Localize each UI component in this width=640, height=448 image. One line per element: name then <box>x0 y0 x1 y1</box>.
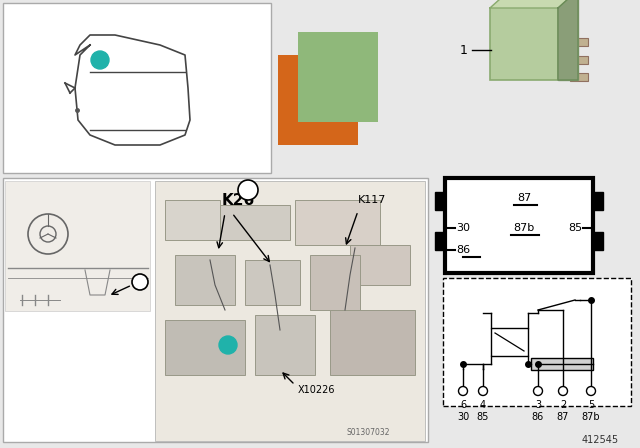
Bar <box>531 358 593 370</box>
Bar <box>593 192 603 210</box>
Text: 6: 6 <box>460 400 466 410</box>
Text: 2: 2 <box>137 277 143 287</box>
Polygon shape <box>558 0 578 80</box>
Bar <box>570 56 588 64</box>
Circle shape <box>586 387 595 396</box>
Circle shape <box>534 387 543 396</box>
Bar <box>490 8 558 80</box>
Text: 85: 85 <box>477 412 489 422</box>
Bar <box>245 260 300 305</box>
Bar <box>3 3 271 173</box>
Bar <box>175 255 235 305</box>
Text: K26: K26 <box>222 193 255 207</box>
Text: 4: 4 <box>480 400 486 410</box>
Circle shape <box>91 51 109 69</box>
Bar <box>570 38 588 46</box>
Circle shape <box>559 387 568 396</box>
Text: 87b: 87b <box>582 412 600 422</box>
Circle shape <box>479 387 488 396</box>
Text: 5: 5 <box>588 400 594 410</box>
Bar <box>3 178 428 442</box>
Text: 412545: 412545 <box>581 435 619 445</box>
Bar <box>310 255 360 310</box>
Text: 1: 1 <box>460 43 468 56</box>
Text: 2: 2 <box>560 400 566 410</box>
Text: 30: 30 <box>456 223 470 233</box>
Text: 30: 30 <box>457 412 469 422</box>
Circle shape <box>238 180 258 200</box>
Text: 2: 2 <box>245 185 251 195</box>
Bar <box>298 32 378 122</box>
Bar <box>350 245 410 285</box>
Text: 86: 86 <box>532 412 544 422</box>
Circle shape <box>219 336 237 354</box>
Bar <box>593 232 603 250</box>
Text: 87: 87 <box>557 412 569 422</box>
Polygon shape <box>490 0 578 8</box>
Bar <box>220 205 290 240</box>
Bar <box>443 278 631 406</box>
Bar <box>165 320 245 375</box>
Bar <box>445 178 593 273</box>
Text: X10226: X10226 <box>298 385 335 395</box>
Circle shape <box>458 387 467 396</box>
Bar <box>278 55 358 145</box>
Text: 86: 86 <box>456 245 470 255</box>
Text: 85: 85 <box>568 223 582 233</box>
Bar <box>5 181 150 311</box>
Bar <box>295 200 380 245</box>
Bar <box>165 200 220 240</box>
Bar <box>491 328 528 356</box>
Bar <box>570 73 588 81</box>
Bar <box>435 192 445 210</box>
Bar <box>155 181 425 441</box>
Circle shape <box>132 274 148 290</box>
Text: S01307032: S01307032 <box>346 427 390 436</box>
Bar <box>435 232 445 250</box>
Bar <box>255 315 315 375</box>
Text: K117: K117 <box>358 195 387 205</box>
Text: 3: 3 <box>535 400 541 410</box>
Text: 1: 1 <box>97 55 104 65</box>
Text: 87b: 87b <box>513 223 534 233</box>
Text: 87: 87 <box>517 193 531 203</box>
Text: 1: 1 <box>225 340 232 350</box>
Bar <box>330 310 415 375</box>
